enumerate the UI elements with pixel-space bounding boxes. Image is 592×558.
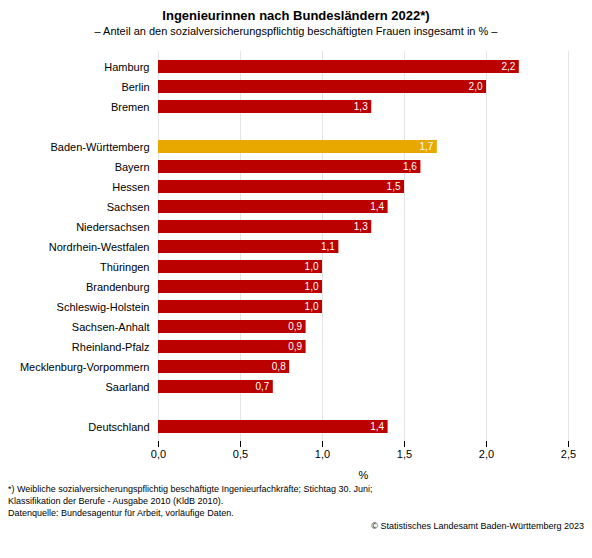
svg-text:Thüringen: Thüringen [100,261,150,273]
svg-text:Schleswig-Holstein: Schleswig-Holstein [57,301,150,313]
html-text:Ingenieurinnen nach Bundesländ: Ingenieurinnen nach Bundesländern 2022*) [162,8,430,23]
svg-text:Sachsen-Anhalt: Sachsen-Anhalt [72,321,150,333]
svg-text:1,4: 1,4 [370,421,384,432]
svg-text:Rheinland-Pfalz: Rheinland-Pfalz [72,341,150,353]
html-text:© Statistisches Landesamt Bade: © Statistisches Landesamt Baden-Württemb… [371,521,584,531]
svg-text:1,0: 1,0 [305,301,319,312]
svg-text:Mecklenburg-Vorpommern: Mecklenburg-Vorpommern [20,361,150,373]
svg-text:0,8: 0,8 [272,361,286,372]
svg-text:Bremen: Bremen [111,101,150,113]
svg-text:1,1: 1,1 [321,241,335,252]
svg-text:1,0: 1,0 [305,281,319,292]
svg-text:0,0: 0,0 [151,448,166,460]
svg-text:Sachsen: Sachsen [107,201,150,213]
svg-text:0,7: 0,7 [255,381,269,392]
svg-text:1,5: 1,5 [387,181,401,192]
svg-text:%: % [359,469,369,481]
html-text:*) Weibliche sozialversicherun: *) Weibliche sozialversicherungspflichti… [8,484,373,494]
svg-text:1,0: 1,0 [315,448,330,460]
html-text:Datenquelle: Bundesagentur für: Datenquelle: Bundesagentur für Arbeit, v… [8,508,234,518]
svg-text:1,7: 1,7 [419,141,433,152]
svg-text:2,0: 2,0 [469,81,483,92]
svg-text:Nordrhein-Westfalen: Nordrhein-Westfalen [49,241,150,253]
svg-text:Niedersachsen: Niedersachsen [76,221,149,233]
svg-text:0,9: 0,9 [288,341,302,352]
svg-text:Hessen: Hessen [112,181,149,193]
svg-text:1,3: 1,3 [354,221,368,232]
html-text:Klassifikation der Berufe - Au: Klassifikation der Berufe - Ausgabe 2010… [8,496,224,506]
svg-text:Berlin: Berlin [121,81,149,93]
svg-text:0,5: 0,5 [233,448,248,460]
svg-text:Saarland: Saarland [105,381,149,393]
svg-text:1,4: 1,4 [370,201,384,212]
svg-text:Bayern: Bayern [115,161,150,173]
svg-text:1,3: 1,3 [354,101,368,112]
svg-text:Deutschland: Deutschland [88,421,149,433]
svg-text:Brandenburg: Brandenburg [86,281,150,293]
svg-text:Baden-Württemberg: Baden-Württemberg [50,141,149,153]
svg-text:1,0: 1,0 [305,261,319,272]
html-text:– Anteil an den sozialversiche: – Anteil an den sozialversicherungspflic… [94,25,498,37]
svg-text:0,9: 0,9 [288,321,302,332]
svg-text:2,5: 2,5 [561,448,576,460]
svg-text:2,0: 2,0 [479,448,494,460]
svg-text:2,2: 2,2 [501,61,515,72]
svg-text:1,6: 1,6 [403,161,417,172]
svg-text:Hamburg: Hamburg [104,61,149,73]
svg-text:1,5: 1,5 [397,448,412,460]
